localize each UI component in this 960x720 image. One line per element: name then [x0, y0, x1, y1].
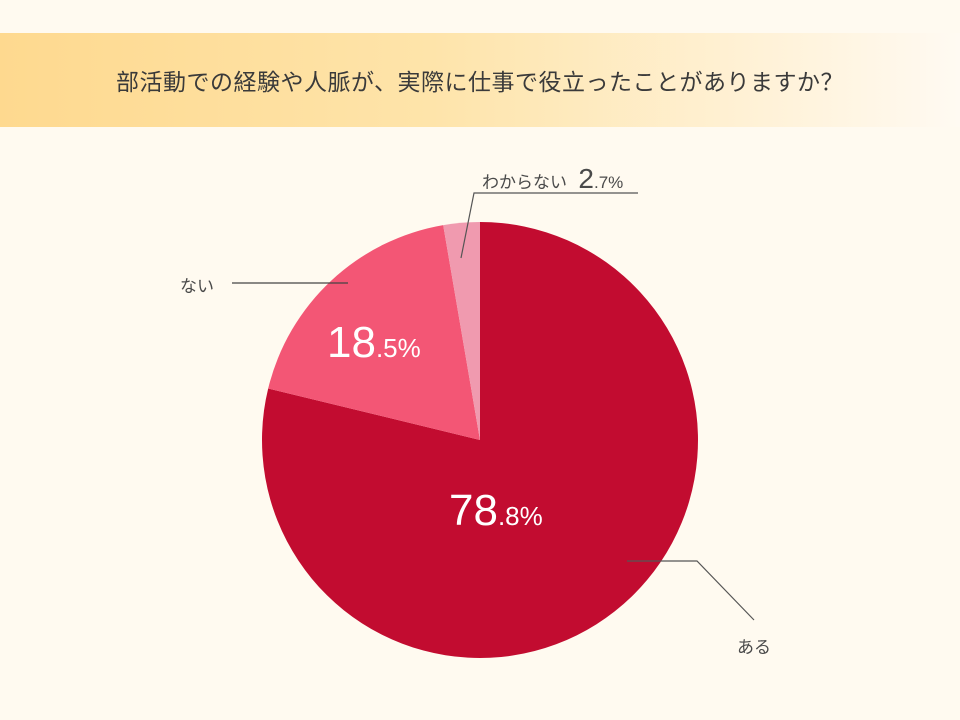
- label-nai: ない: [180, 277, 214, 297]
- aru-percent: 78.8%: [449, 486, 543, 535]
- leader-line-wakaranai: [460, 192, 638, 259]
- pie-slices: [261, 222, 699, 658]
- nai-percent: 18.5%: [327, 318, 421, 367]
- leader-line-aru: [627, 560, 755, 621]
- label-wakaranai: わからない 2.7%: [482, 163, 624, 194]
- label-aru: ある: [737, 638, 771, 658]
- slice-wakaranai: [443, 222, 480, 440]
- slice-nai: [268, 225, 480, 440]
- chart-title: 部活動での経験や人脈が、実際に仕事で役立ったことがありますか？: [115, 70, 845, 96]
- title-band: 部活動での経験や人脈が、実際に仕事で役立ったことがありますか？: [0, 33, 960, 127]
